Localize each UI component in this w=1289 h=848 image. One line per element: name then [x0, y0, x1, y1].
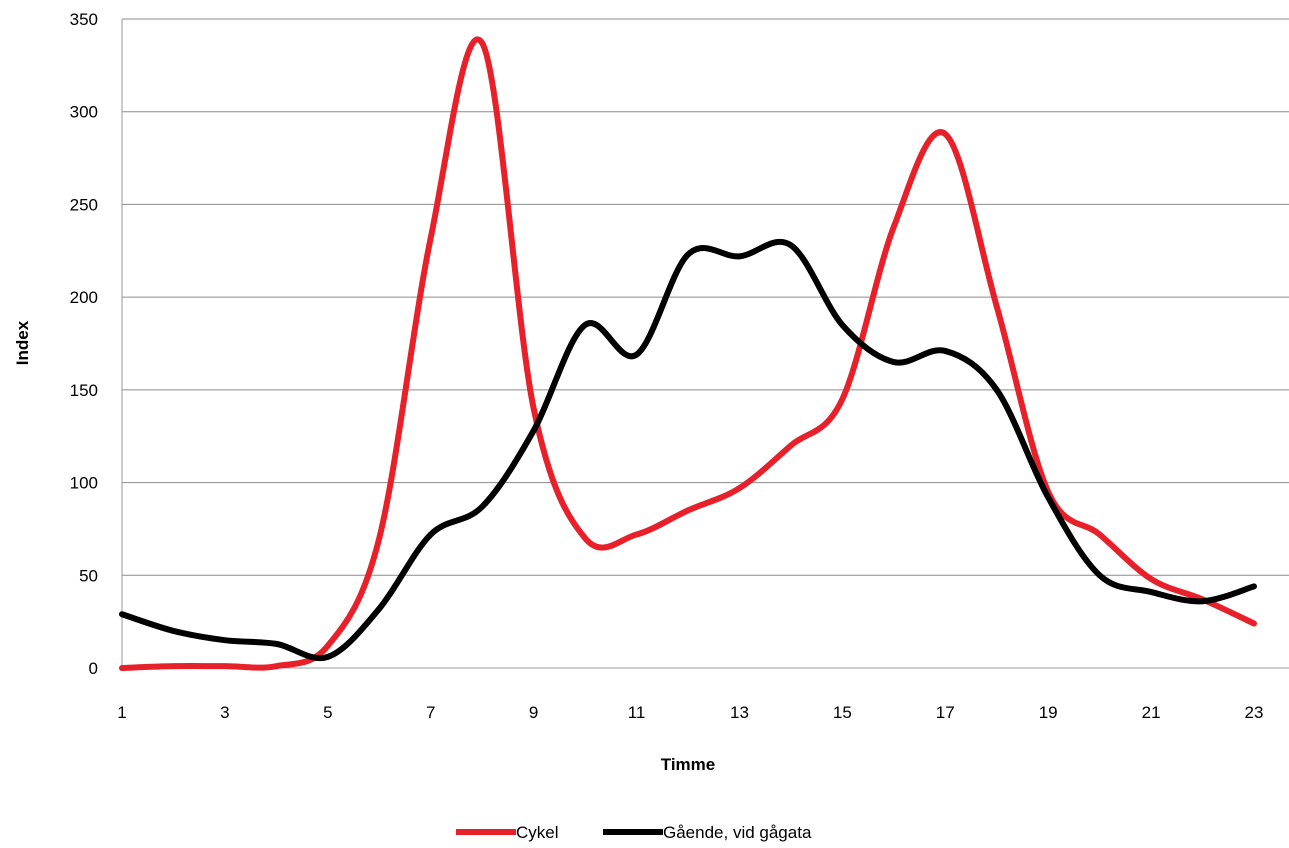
x-tick-label: 17 [936, 703, 955, 722]
series-line-gaende [119, 238, 1257, 662]
legend-label-gaende: Gående, vid gågata [663, 823, 812, 842]
y-tick-label: 250 [70, 195, 98, 214]
x-tick-label: 21 [1142, 703, 1161, 722]
legend-item-gaende: Gående, vid gågata [603, 823, 812, 842]
x-tick-label: 19 [1039, 703, 1058, 722]
x-tick-label: 5 [323, 703, 332, 722]
x-tick-label: 23 [1245, 703, 1264, 722]
series-line-cykel [119, 36, 1257, 671]
legend-label-cykel: Cykel [516, 823, 559, 842]
gridlines [122, 18, 1289, 576]
legend: Cykel Gående, vid gågata [456, 823, 812, 842]
y-tick-label: 100 [70, 474, 98, 493]
y-tick-label: 300 [70, 103, 98, 122]
y-tick-labels: 0 50 100 150 200 250 300 350 [70, 10, 98, 678]
x-tick-label: 9 [529, 703, 538, 722]
series-lines [119, 36, 1257, 671]
x-axis-title: Timme [661, 755, 716, 774]
y-axis-title: Index [13, 320, 32, 365]
y-tick-label: 0 [89, 659, 98, 678]
x-tick-labels: 1 3 5 7 9 11 13 15 17 19 21 23 [117, 703, 1263, 722]
y-tick-label: 350 [70, 10, 98, 29]
legend-item-cykel: Cykel [456, 823, 559, 842]
y-tick-label: 150 [70, 381, 98, 400]
y-tick-label: 50 [79, 566, 98, 585]
y-tick-label: 200 [70, 288, 98, 307]
x-tick-label: 11 [628, 703, 646, 722]
x-tick-label: 1 [117, 703, 126, 722]
x-tick-label: 13 [730, 703, 749, 722]
x-tick-label: 15 [833, 703, 852, 722]
x-tick-label: 3 [220, 703, 229, 722]
x-tick-label: 7 [426, 703, 435, 722]
